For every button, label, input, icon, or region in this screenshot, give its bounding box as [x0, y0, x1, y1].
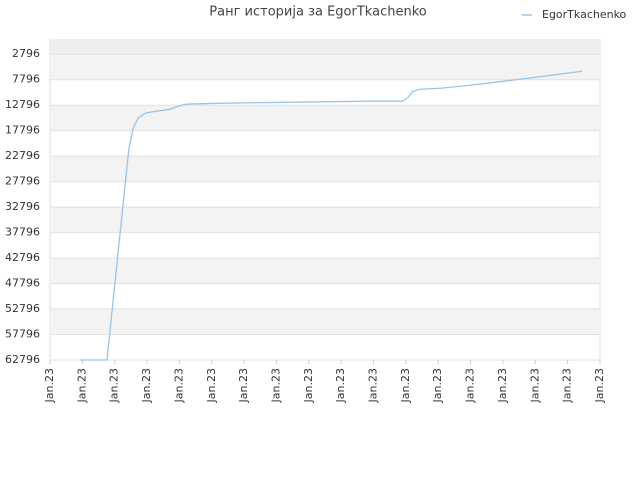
- x-tick-label: Jan.23: [399, 368, 412, 403]
- x-tick-label: Jan.23: [43, 368, 56, 403]
- grid-band: [50, 156, 600, 182]
- grid-band: [50, 258, 600, 284]
- x-tick-label: Jan.23: [561, 368, 574, 403]
- x-tick-label: Jan.23: [205, 368, 218, 403]
- grid-band: [50, 105, 600, 131]
- y-tick-label: 27796: [5, 175, 40, 188]
- x-tick-label: Jan.23: [140, 368, 153, 403]
- y-tick-label: 47796: [5, 277, 40, 290]
- x-tick-label: Jan.23: [269, 368, 282, 403]
- y-tick-label: 37796: [5, 226, 40, 239]
- grid-band: [50, 40, 600, 55]
- x-tick-label: Jan.23: [334, 368, 347, 403]
- y-tick-label: 12796: [5, 98, 40, 111]
- y-tick-label: 17796: [5, 124, 40, 137]
- x-tick-label: Jan.23: [496, 368, 509, 403]
- y-tick-label: 62796: [5, 353, 40, 366]
- x-tick-label: Jan.23: [172, 368, 185, 403]
- y-tick-label: 42796: [5, 251, 40, 264]
- y-tick-label: 52796: [5, 302, 40, 315]
- y-tick-label: 7796: [12, 73, 40, 86]
- x-tick-label: Jan.23: [464, 368, 477, 403]
- y-tick-label: 2796: [12, 47, 40, 60]
- plot-area: [49, 39, 601, 361]
- line: [80, 70, 583, 361]
- chart-title: Ранг историја за EgorTkachenko: [209, 5, 426, 20]
- x-tick-label: Jan.23: [75, 368, 88, 403]
- x-tick-label: Jan.23: [237, 368, 250, 403]
- legend-label: EgorTkachenko: [542, 8, 627, 21]
- y-tick-label: 22796: [5, 149, 40, 162]
- grid-band: [50, 54, 600, 80]
- grid-band: [50, 309, 600, 335]
- y-tick-label: 57796: [5, 328, 40, 341]
- y-tick-label: 32796: [5, 200, 40, 213]
- x-tick-label: Jan.23: [431, 368, 444, 403]
- x-tick-label: Jan.23: [593, 368, 606, 403]
- x-tick-label: Jan.23: [108, 368, 121, 403]
- x-tick-label: Jan.23: [302, 368, 315, 403]
- x-tick-label: Jan.23: [367, 368, 380, 403]
- x-tick-label: Jan.23: [528, 368, 541, 403]
- grid-band: [50, 207, 600, 233]
